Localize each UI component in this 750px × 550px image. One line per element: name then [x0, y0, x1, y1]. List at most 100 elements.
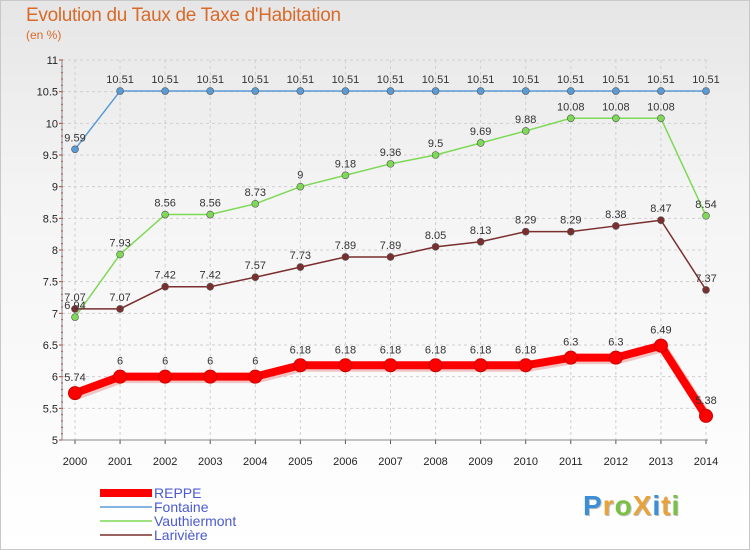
data-label: 6.18 — [470, 344, 491, 356]
data-label: 6 — [252, 356, 258, 368]
data-point — [657, 114, 665, 123]
data-label: 6 — [117, 356, 123, 368]
data-label: 10.51 — [287, 74, 315, 86]
data-point — [116, 250, 124, 259]
data-point — [251, 87, 260, 95]
data-label: 7.73 — [290, 250, 311, 262]
y-tick-label: 6.5 — [43, 340, 58, 352]
x-tick-label: 2013 — [649, 456, 673, 468]
legend-item: REPPE — [100, 485, 201, 501]
x-tick-label: 2007 — [378, 456, 402, 468]
y-tick-label: 9 — [52, 182, 58, 194]
data-point — [161, 210, 169, 219]
legend-label: Larivière — [154, 527, 208, 543]
data-label: 6.18 — [515, 344, 536, 356]
data-label: 9 — [297, 170, 303, 182]
data-point — [653, 338, 668, 353]
data-point — [476, 139, 485, 147]
x-tick-label: 2005 — [288, 456, 312, 468]
data-label: 10.51 — [467, 74, 495, 86]
data-point — [293, 358, 308, 373]
data-point — [566, 87, 575, 95]
data-label: 7.07 — [109, 292, 130, 304]
logo-letter: i — [652, 490, 662, 521]
y-tick-label: 9.5 — [43, 150, 58, 162]
data-point — [518, 358, 533, 373]
y-tick-label: 10.5 — [37, 87, 58, 99]
x-tick-label: 2000 — [63, 456, 87, 468]
data-label: 8.29 — [515, 215, 536, 227]
x-tick-label: 2014 — [694, 456, 718, 468]
logo-letter: i — [671, 490, 681, 521]
data-label: 7.42 — [154, 270, 175, 282]
y-tick-label: 8 — [52, 245, 58, 257]
data-label: 8.29 — [560, 215, 581, 227]
data-label: 6.18 — [335, 344, 356, 356]
data-label: 10.51 — [557, 74, 585, 86]
data-labels: 9.59 10.51 10.51 10.51 10.51 10.51 10.51 10.51 1… — [64, 74, 719, 407]
x-tick-label: 2010 — [513, 456, 537, 468]
series-reppe — [68, 338, 713, 423]
x-tick-label: 2009 — [468, 456, 492, 468]
data-point — [161, 282, 169, 291]
data-point — [431, 243, 440, 251]
data-point — [161, 87, 169, 95]
data-label: 6 — [162, 356, 168, 368]
y-tick-label: 5.5 — [43, 403, 58, 415]
data-point — [341, 253, 350, 261]
x-tick-label: 2001 — [108, 456, 132, 468]
y-tick-label: 10 — [46, 118, 58, 130]
data-point — [521, 127, 530, 135]
data-label: 6.94 — [64, 300, 85, 312]
legend-label: REPPE — [154, 485, 201, 501]
data-label: 10.51 — [151, 74, 179, 86]
data-point — [68, 386, 82, 401]
data-point — [563, 350, 578, 365]
data-label: 10.51 — [602, 74, 630, 86]
legend-label: Fontaine — [154, 499, 209, 515]
series-vauthiermont — [71, 114, 710, 321]
data-point — [386, 253, 395, 261]
data-point — [521, 87, 530, 95]
logo-letter: t — [661, 490, 672, 521]
data-label: 6.18 — [425, 344, 446, 356]
data-point — [431, 151, 440, 159]
data-point — [116, 305, 124, 313]
chart-subtitle: (en %) — [26, 28, 62, 42]
data-label: 10.51 — [332, 74, 360, 86]
x-tick-label: 2012 — [604, 456, 628, 468]
data-point — [428, 358, 443, 373]
data-point — [71, 313, 79, 321]
data-label: 8.38 — [605, 209, 626, 221]
data-point — [431, 87, 440, 95]
data-label: 5.38 — [695, 395, 716, 407]
data-label: 6.18 — [380, 344, 401, 356]
series-layer — [68, 87, 713, 423]
logo-letter: X — [632, 490, 653, 521]
data-label: 6 — [207, 356, 213, 368]
data-point — [341, 171, 350, 180]
data-point — [113, 369, 128, 384]
data-point — [612, 222, 620, 230]
data-point — [71, 305, 79, 313]
logo-letter: o — [614, 490, 633, 521]
x-tick-label: 2002 — [153, 456, 177, 468]
data-label: 8.54 — [695, 199, 716, 211]
data-point — [386, 87, 395, 95]
data-point — [702, 286, 710, 294]
data-point — [383, 358, 398, 373]
x-tick-label: 2004 — [243, 456, 267, 468]
data-point — [296, 263, 305, 271]
data-label: 10.51 — [512, 74, 540, 86]
data-label: 9.59 — [64, 132, 85, 144]
data-point — [657, 87, 665, 95]
data-point — [476, 87, 485, 95]
data-label: 9.36 — [380, 147, 401, 159]
chart-title: Evolution du Taux de Taxe d'Habitation — [26, 5, 341, 26]
data-label: 10.51 — [692, 74, 720, 86]
data-label: 8.13 — [470, 225, 491, 237]
data-point — [158, 369, 173, 384]
y-tick-label: 8.5 — [43, 213, 58, 225]
legend-item: Fontaine — [100, 499, 209, 515]
data-point — [206, 210, 215, 219]
